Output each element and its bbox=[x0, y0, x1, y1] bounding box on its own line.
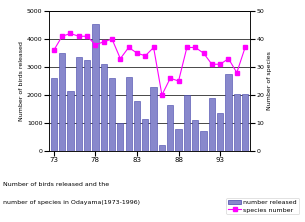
Text: number of species in Odayama(1973-1996): number of species in Odayama(1973-1996) bbox=[3, 200, 140, 205]
Bar bbox=[101, 64, 107, 151]
Bar bbox=[150, 87, 157, 151]
Bar bbox=[59, 53, 65, 151]
Bar bbox=[117, 123, 124, 151]
Bar bbox=[200, 131, 207, 151]
Y-axis label: Number of species: Number of species bbox=[267, 52, 272, 111]
Bar bbox=[134, 101, 140, 151]
Bar bbox=[67, 91, 74, 151]
Bar bbox=[184, 95, 190, 151]
Bar bbox=[175, 129, 182, 151]
Bar bbox=[167, 105, 173, 151]
Bar bbox=[76, 57, 82, 151]
Bar bbox=[217, 113, 223, 151]
Bar bbox=[51, 78, 57, 151]
Bar bbox=[209, 98, 215, 151]
Bar bbox=[225, 74, 231, 151]
Text: Number of birds released and the: Number of birds released and the bbox=[3, 182, 109, 187]
Bar bbox=[84, 60, 90, 151]
Bar bbox=[142, 119, 149, 151]
Bar bbox=[92, 24, 99, 151]
Bar bbox=[242, 94, 248, 151]
Bar bbox=[109, 78, 115, 151]
Y-axis label: Number of birds released: Number of birds released bbox=[19, 41, 24, 121]
Bar bbox=[234, 94, 240, 151]
Bar bbox=[159, 145, 165, 151]
Bar bbox=[192, 120, 198, 151]
Legend: number released, species number: number released, species number bbox=[226, 198, 299, 214]
Bar bbox=[126, 77, 132, 151]
